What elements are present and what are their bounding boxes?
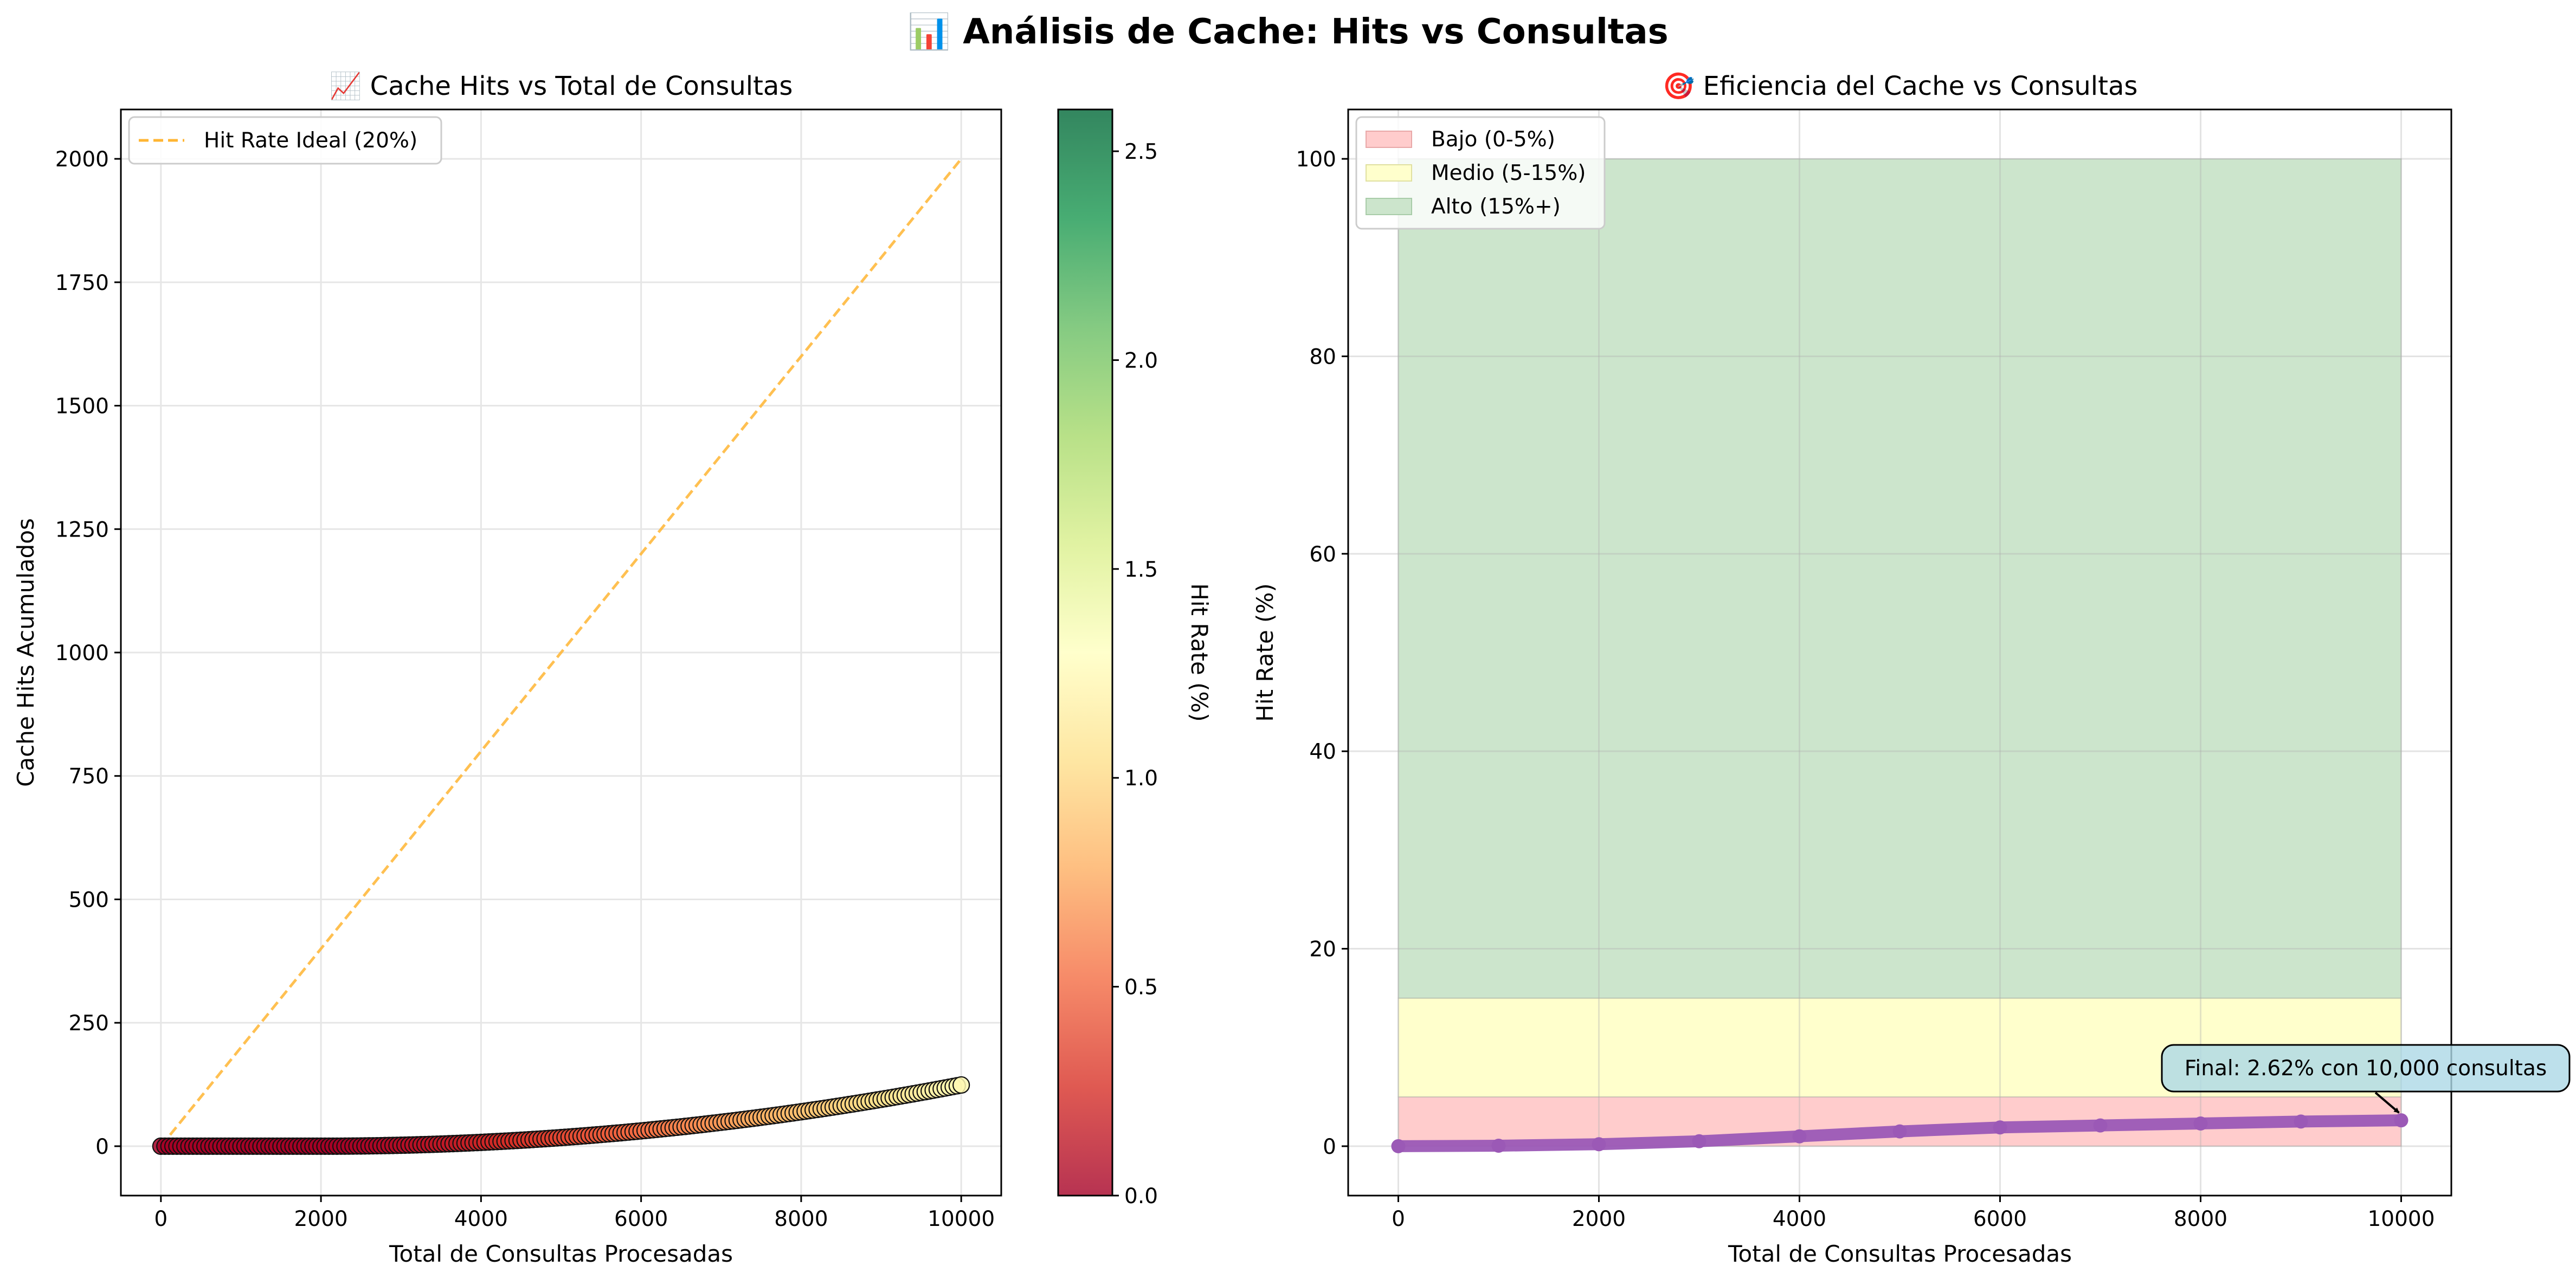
legend-swatch-alto [1366,198,1412,215]
left-x-tick-label: 6000 [614,1207,668,1231]
right-y-tick-label: 0 [1323,1135,1336,1159]
right-y-tick-label: 100 [1296,147,1336,172]
right-legend-box [1355,116,1606,230]
right-series [1391,1113,2408,1153]
right-plot-frame [1347,108,2452,1197]
right-chart-title: 🎯 Eficiencia del Cache vs Consultas [1663,71,2138,101]
hit-rate-point [1993,1120,2007,1135]
left-y-tick-label: 1750 [55,271,109,295]
left-y-tick-label: 1000 [55,641,109,666]
legend-label-bajo: Bajo (0-5%) [1431,127,1555,152]
legend-swatch-bajo [1366,131,1412,148]
right-bands [1398,158,2402,1147]
right-x-tick-label: 10000 [2367,1207,2435,1231]
left-legend-box [128,116,442,165]
cache-hit-point [952,1076,970,1094]
left-legend: Hit Rate Ideal (20%) [128,116,442,165]
hit-rate-point [2294,1114,2308,1129]
left-x-label: Total de Consultas Procesadas [389,1241,733,1267]
right-ticks: 0 2000 4000 6000 8000 10000 0 20 40 60 80 100 [1296,147,2435,1231]
left-x-tick-label: 10000 [928,1207,995,1231]
hit-rate-point [1491,1138,1506,1153]
colorbar-tick-label: 1.0 [1124,766,1158,791]
colorbar-gradient [1057,108,1113,1197]
right-y-tick-label: 20 [1309,938,1336,962]
right-y-tick-label: 40 [1309,740,1336,764]
left-y-tick-label: 500 [69,888,109,912]
right-x-tick-label: 6000 [1973,1207,2027,1231]
left-y-tick-label: 750 [69,765,109,789]
right-legend: Bajo (0-5%) Medio (5-15%) Alto (15%+) [1355,116,1606,230]
final-annotation: Final: 2.62% con 10,000 consultas [2161,1044,2571,1114]
colorbar-ticks: 0.0 0.5 1.0 1.5 2.0 2.5 [1112,140,1158,1209]
annotation-arrow [2374,1092,2400,1114]
hit-rate-point [2093,1118,2108,1133]
left-legend-label: Hit Rate Ideal (20%) [204,128,417,153]
right-x-tick-label: 8000 [2174,1207,2227,1231]
colorbar-tick-label: 2.5 [1124,140,1158,164]
right-y-label: Hit Rate (%) [1252,583,1278,721]
figure-title: 📊 Análisis de Cache: Hits vs Consultas [907,12,1669,52]
legend-label-alto: Alto (15%+) [1431,195,1561,219]
annotation-text: Final: 2.62% con 10,000 consultas [2185,1056,2547,1081]
left-grid [121,109,1001,1196]
hit-rate-point [1592,1137,1606,1152]
left-y-tick-label: 2000 [55,147,109,172]
hit-rate-point [1792,1129,1807,1144]
left-x-tick-label: 4000 [454,1207,508,1231]
left-x-tick-label: 8000 [774,1207,828,1231]
left-chart: 📈 Cache Hits vs Total de Consultas 0 2000… [12,71,1213,1267]
efficiency-band [1398,158,2402,999]
ideal-hit-rate-line [159,158,963,1147]
left-ticks: 0 2000 4000 6000 8000 10000 0 250 500 750 1000 1250… [55,147,995,1231]
annotation-box [2161,1044,2571,1093]
right-chart: 🎯 Eficiencia del Cache vs Consultas 0 200… [1252,71,2571,1267]
colorbar-tick-label: 0.0 [1124,1184,1158,1209]
left-y-tick-label: 0 [95,1135,109,1159]
right-y-tick-label: 80 [1309,345,1336,369]
hit-rate-point [1892,1124,1907,1139]
colorbar-tick-label: 0.5 [1124,976,1158,1000]
colorbar-tick-label: 1.5 [1124,558,1158,582]
right-x-label: Total de Consultas Procesadas [1728,1241,2072,1267]
legend-label-medio: Medio (5-15%) [1431,161,1586,185]
hit-rate-point [1692,1134,1706,1148]
colorbar: 0.0 0.5 1.0 1.5 2.0 2.5 Hit Rate (%) [1057,108,1213,1209]
left-series [152,158,970,1155]
left-y-label: Cache Hits Acumulados [12,518,39,787]
hit-rate-point [2394,1113,2408,1128]
left-x-tick-label: 0 [154,1207,168,1231]
left-y-tick-label: 1250 [55,518,109,542]
colorbar-tick-label: 2.0 [1124,348,1158,373]
hit-rate-point [2193,1116,2208,1131]
right-x-tick-label: 2000 [1572,1207,1626,1231]
left-y-tick-label: 1500 [55,395,109,419]
right-grid [1348,109,2451,1196]
left-x-tick-label: 2000 [294,1207,347,1231]
left-chart-title: 📈 Cache Hits vs Total de Consultas [330,71,793,101]
hit-rate-point [1391,1139,1406,1153]
legend-swatch-medio [1366,164,1412,182]
right-y-tick-label: 60 [1309,543,1336,567]
left-y-tick-label: 250 [69,1011,109,1036]
right-x-tick-label: 0 [1392,1207,1405,1231]
colorbar-label: Hit Rate (%) [1186,583,1213,721]
right-x-tick-label: 4000 [1773,1207,1826,1231]
